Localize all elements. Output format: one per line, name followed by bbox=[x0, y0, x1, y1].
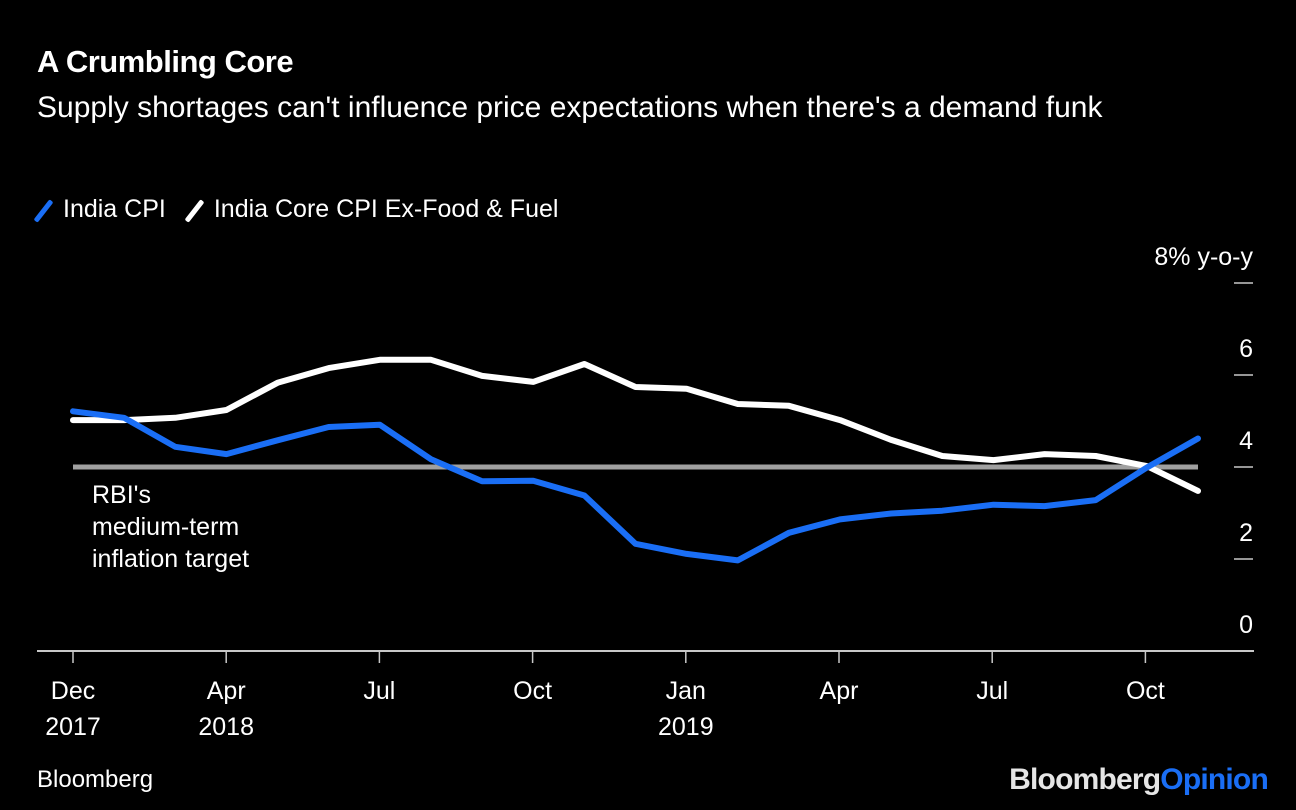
x-tick-label: Jan bbox=[666, 677, 706, 705]
legend-label: India Core CPI Ex-Food & Fuel bbox=[213, 195, 559, 223]
annotation-line: RBI's bbox=[92, 481, 151, 509]
brand-logo-part2: Opinion bbox=[1160, 763, 1269, 796]
legend-item-india-cpi: India CPI bbox=[37, 195, 166, 224]
legend-label: India CPI bbox=[63, 195, 166, 223]
annotation-line: inflation target bbox=[92, 545, 250, 573]
x-tick-year-label: 2017 bbox=[45, 713, 101, 741]
series-line-india-core-cpi-ex-food-fuel bbox=[70, 356, 1201, 494]
brand-logo: BloombergOpinion bbox=[1009, 763, 1269, 797]
y-tick-label: 2 bbox=[1239, 519, 1253, 547]
y-tick-label: 4 bbox=[1239, 427, 1253, 455]
y-tick-label: 8% y-o-y bbox=[1154, 243, 1253, 271]
x-tick-label: Oct bbox=[1126, 677, 1165, 705]
chart-title: A Crumbling Core bbox=[37, 44, 294, 79]
x-tick-label: Apr bbox=[820, 677, 859, 705]
x-tick-year-label: 2018 bbox=[198, 713, 254, 741]
annotation-line: medium-term bbox=[92, 513, 240, 541]
chart-subtitle: Supply shortages can't influence price e… bbox=[37, 91, 1103, 124]
reference-line-label: RBI's medium-term inflation target bbox=[92, 479, 249, 575]
y-tick-label: 6 bbox=[1239, 335, 1253, 363]
y-tick-label: 0 bbox=[1239, 611, 1253, 639]
source-label: Bloomberg bbox=[37, 766, 154, 793]
legend-item-core-cpi: India Core CPI Ex-Food & Fuel bbox=[188, 195, 559, 224]
brand-logo-part1: Bloomberg bbox=[1009, 763, 1161, 796]
x-tick-label: Jul bbox=[363, 677, 395, 705]
x-tick-label: Jul bbox=[976, 677, 1008, 705]
x-tick-label: Dec bbox=[51, 677, 95, 705]
x-tick-year-label: 2019 bbox=[658, 713, 714, 741]
legend: India CPI India Core CPI Ex-Food & Fuel bbox=[37, 195, 580, 224]
x-tick-label: Apr bbox=[207, 677, 246, 705]
x-tick-label: Oct bbox=[513, 677, 552, 705]
